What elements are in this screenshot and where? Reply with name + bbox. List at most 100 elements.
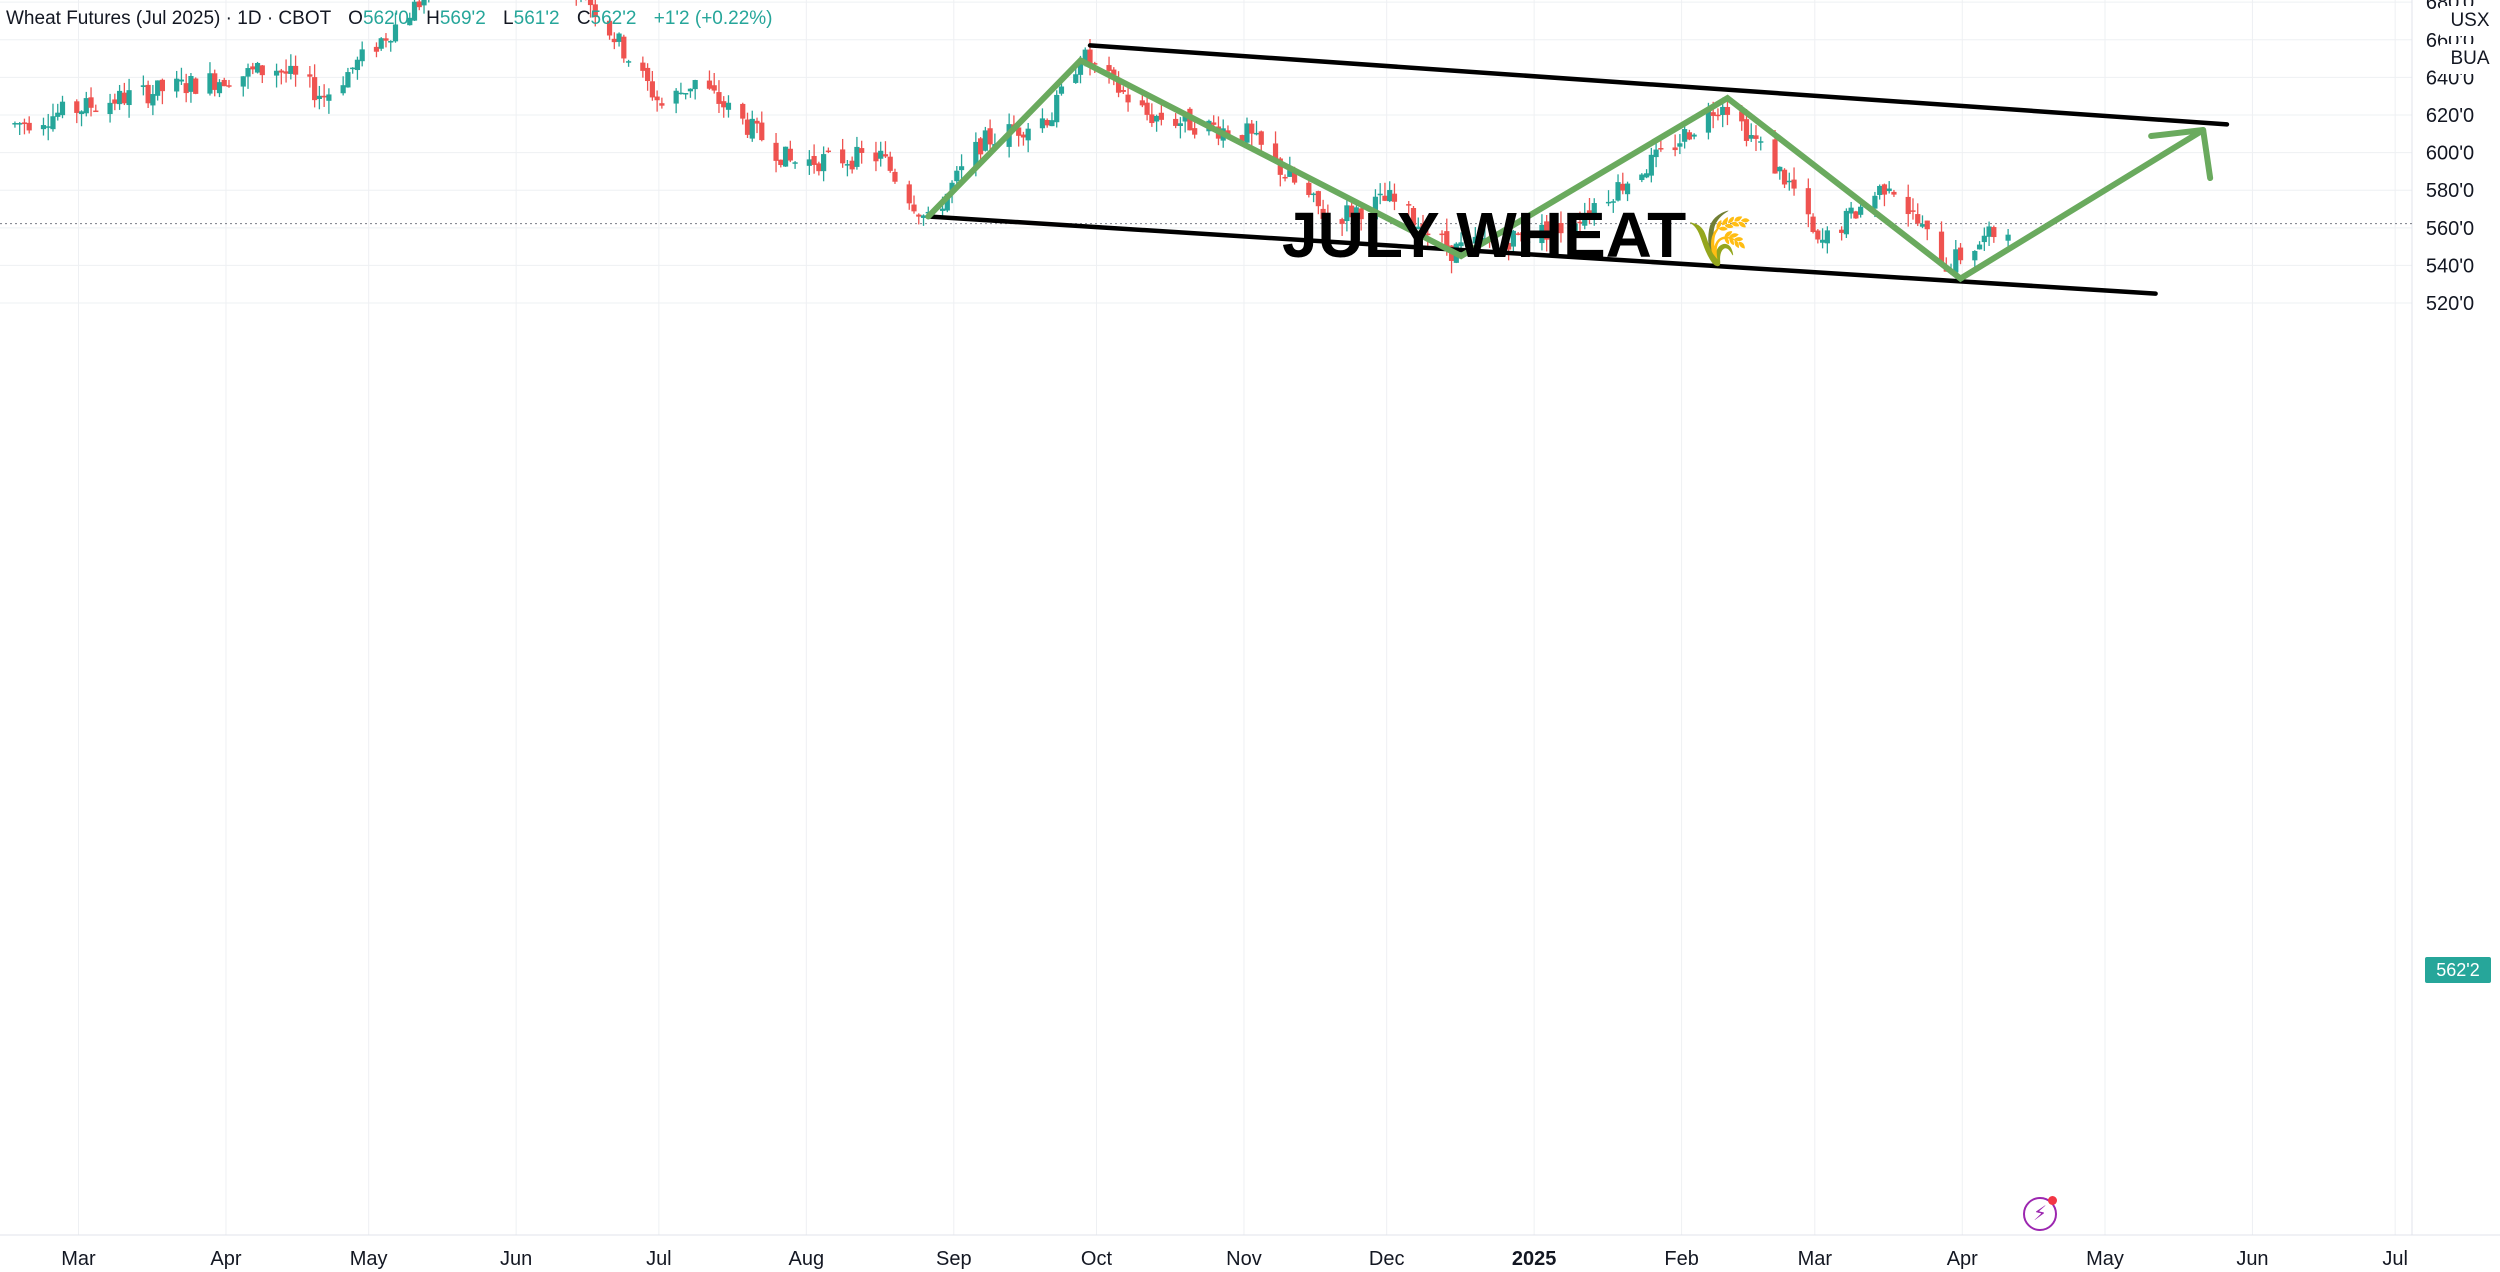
candle <box>254 61 261 74</box>
candle <box>174 70 180 98</box>
candle <box>911 195 917 214</box>
candle <box>74 99 80 124</box>
candle <box>1919 215 1926 229</box>
candle <box>1049 112 1055 127</box>
measure-unit-button[interactable]: BUA <box>2440 44 2500 74</box>
candle <box>1677 134 1683 155</box>
candle <box>183 73 189 103</box>
currency-unit-button[interactable]: USX <box>2440 6 2500 36</box>
y-tick-label: 540'0 <box>2426 255 2474 277</box>
notification-dot <box>2048 1196 2057 1205</box>
candle <box>312 64 318 108</box>
x-tick-label: Mar <box>61 1248 96 1270</box>
candle <box>725 95 732 118</box>
candle <box>1810 213 1816 234</box>
candle <box>1149 103 1155 127</box>
candle <box>55 103 61 121</box>
x-tick-label: Apr <box>1947 1248 1978 1270</box>
x-tick-label: Aug <box>789 1248 825 1270</box>
candle <box>892 168 898 184</box>
candle <box>116 84 123 110</box>
candle <box>259 64 265 84</box>
candle <box>40 117 47 136</box>
candle <box>1748 123 1754 142</box>
candle <box>1058 83 1065 96</box>
candle <box>1539 214 1545 251</box>
candle <box>887 151 893 173</box>
candle <box>50 103 56 132</box>
candle <box>1320 199 1326 221</box>
candle <box>350 67 356 74</box>
channel-lower-line[interactable] <box>926 214 2158 296</box>
candle <box>882 141 889 158</box>
channel-upper-line[interactable] <box>1087 43 2230 127</box>
candle <box>1506 235 1512 261</box>
candle <box>1106 56 1112 84</box>
candle <box>1938 221 1945 267</box>
candle <box>716 80 722 114</box>
candle <box>1582 202 1588 230</box>
low-label: L <box>503 8 514 29</box>
candle <box>83 91 89 117</box>
candle <box>611 32 617 50</box>
candle <box>345 67 351 88</box>
candle <box>1054 90 1060 128</box>
candle <box>207 62 213 96</box>
candle <box>326 88 332 114</box>
candle <box>678 82 684 95</box>
candle <box>1525 241 1531 252</box>
x-tick-label: Oct <box>1081 1248 1113 1270</box>
candle <box>1786 172 1792 191</box>
lightning-bolt-icon[interactable]: ⚡ <box>2023 1196 2057 1231</box>
candle <box>278 68 284 85</box>
candle <box>1173 113 1179 129</box>
candle <box>273 63 280 88</box>
candle <box>1682 122 1688 149</box>
candle <box>1382 182 1388 202</box>
candle <box>1016 125 1022 147</box>
candle <box>575 0 577 6</box>
candle <box>159 78 165 105</box>
symbol-title[interactable]: Wheat Futures (Jul 2025) · 1D · CBOT <box>6 8 331 29</box>
candle <box>1439 230 1445 243</box>
candle <box>616 32 622 47</box>
candle <box>1815 229 1821 244</box>
candle <box>107 93 113 123</box>
candle <box>1344 200 1350 232</box>
candle <box>840 138 846 168</box>
x-tick-label: Jun <box>500 1248 532 1270</box>
symbol-header[interactable]: Wheat Futures (Jul 2025) · 1D · CBOT O56… <box>6 8 773 30</box>
candle <box>1805 178 1811 228</box>
candle <box>906 180 912 210</box>
candle <box>1715 108 1721 121</box>
x-tick-label: Jun <box>2236 1248 2268 1270</box>
candle <box>645 63 651 91</box>
candle <box>825 147 831 154</box>
zigzag-pattern-line[interactable] <box>925 56 2207 283</box>
candle <box>150 85 156 116</box>
x-tick-label: 2025 <box>1512 1248 1557 1270</box>
arrow-head <box>2148 127 2214 182</box>
candle <box>587 0 594 18</box>
candle <box>1548 230 1555 248</box>
candle <box>21 118 28 135</box>
candle <box>1691 133 1697 140</box>
candle <box>1853 210 1859 219</box>
x-tick-label: May <box>350 1248 388 1270</box>
candle <box>288 54 294 80</box>
candle <box>754 117 760 134</box>
candle <box>1177 117 1183 139</box>
candle <box>673 88 679 114</box>
candle <box>1819 228 1826 249</box>
close-label: C <box>576 8 591 29</box>
candle <box>421 0 427 14</box>
open-label: O <box>348 8 363 29</box>
candle <box>711 72 717 94</box>
candle <box>1520 219 1526 244</box>
candle <box>1125 86 1131 112</box>
candle <box>88 87 94 117</box>
candle <box>1115 71 1122 98</box>
candle <box>1648 147 1654 183</box>
candle <box>792 161 798 169</box>
